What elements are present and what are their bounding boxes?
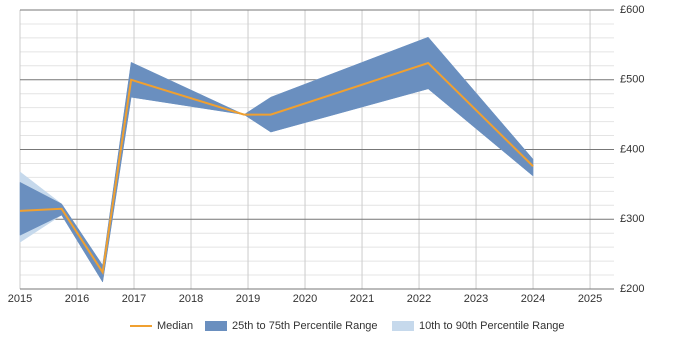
x-tick-label: 2023	[464, 293, 488, 305]
x-tick-label: 2022	[407, 293, 431, 305]
x-tick-label: 2015	[8, 293, 32, 305]
y-tick-label: £600	[620, 4, 644, 16]
y-tick-label: £200	[620, 283, 644, 295]
y-tick-label: £500	[620, 74, 644, 86]
legend-swatch	[392, 321, 414, 331]
legend-swatch	[205, 321, 227, 331]
percentile-band	[19, 36, 534, 283]
x-tick-label: 2018	[179, 293, 203, 305]
y-tick-label: £300	[620, 213, 644, 225]
x-tick-label: 2016	[65, 293, 89, 305]
x-tick-label: 2020	[293, 293, 317, 305]
median-line	[19, 61, 534, 276]
x-tick-label: 2017	[122, 293, 146, 305]
x-tick-label: 2024	[521, 293, 545, 305]
legend-label: 10th to 90th Percentile Range	[419, 320, 565, 332]
x-tick-label: 2019	[236, 293, 260, 305]
x-tick-label: 2021	[350, 293, 374, 305]
legend-label: Median	[157, 320, 193, 332]
y-tick-label: £400	[620, 143, 644, 155]
legend-label: 25th to 75th Percentile Range	[232, 320, 378, 332]
x-tick-label: 2025	[578, 293, 602, 305]
